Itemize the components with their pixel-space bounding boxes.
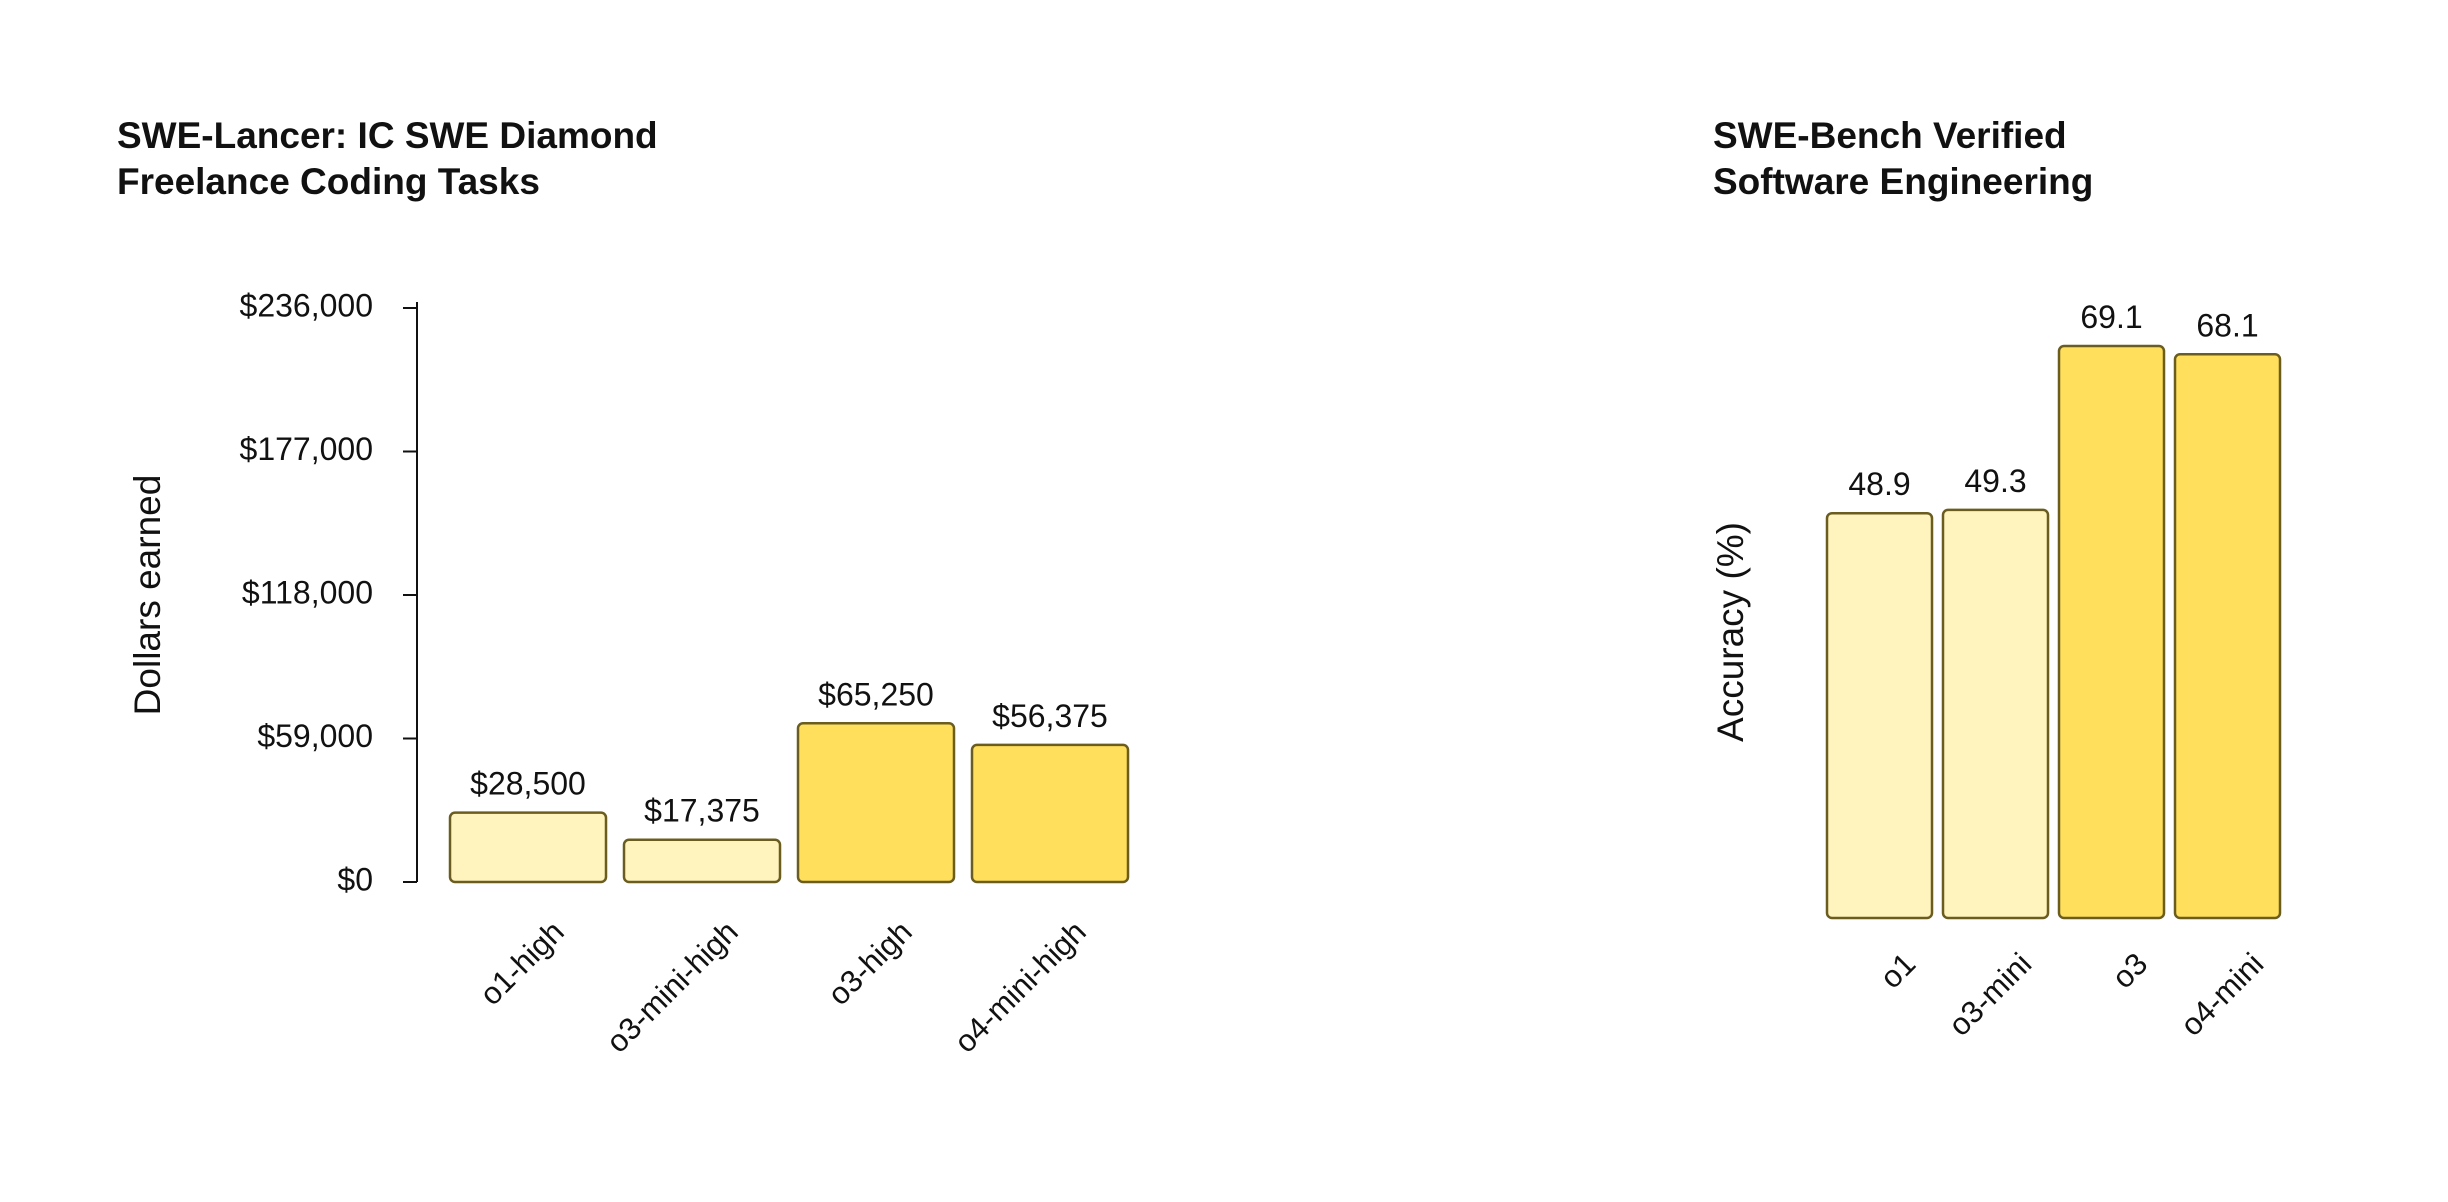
chart-1-bar [796,722,956,884]
chart-1-category-label: o4-mini-high [947,914,1092,1059]
chart-1-bar [448,811,608,884]
chart-1-y-tick-label: $236,000 [240,287,373,323]
chart-2-bar-value-label: 68.1 [2196,307,2258,343]
chart-2-bar-value-label: 49.3 [1964,463,2026,499]
chart-1-ylabel: Dollars earned [127,475,168,716]
chart-1-category-label: o1-high [473,914,571,1012]
chart-1-y-tick-label: $118,000 [242,574,373,610]
chart-1-bar-value-label: $65,250 [818,676,934,712]
chart-1-title-line-2: Freelance Coding Tasks [117,161,540,202]
chart-2-svg: Accuracy (%) 48.9 o1 49.3 o3-mini 69.1 o3 68.1… [1710,299,2282,1043]
chart-2-category-label: o1 [1873,946,1922,995]
chart-2-title-line-2: Software Engineering [1713,161,2094,202]
chart-2-bar [1941,508,2050,920]
chart-1-y-axis: $0 $59,000 $118,000 $177,000 $236,000 [240,287,418,897]
chart-1-bar-value-label: $56,375 [992,698,1108,734]
chart-1-y-tick-label: $0 [337,861,373,897]
chart-2-ylabel: Accuracy (%) [1710,522,1751,742]
chart-2-title-line-1: SWE-Bench Verified [1713,115,2067,156]
chart-2-bar [2173,353,2282,920]
chart-2-bar [1825,511,1934,920]
chart-1-bar [970,743,1130,884]
chart-2-bar-value-label: 69.1 [2080,299,2142,335]
chart-1-y-tick-label: $59,000 [257,718,373,754]
chart-2-category-label: o3 [2105,946,2154,995]
chart-2-category-label: o4-mini [2174,946,2271,1043]
chart-2-bar [2057,344,2166,920]
chart-1-bars: $28,500 o1-high $17,375 o3-mini-high $65,250… [448,676,1130,1059]
chart-1-title: SWE-Lancer: IC SWE Diamond Freelance Cod… [117,113,658,205]
chart-1-category-label: o3-mini-high [599,914,744,1059]
chart-2-bars: 48.9 o1 49.3 o3-mini 69.1 o3 68.1 o4-mini [1825,299,2282,1043]
chart-2-bar-value-label: 48.9 [1848,466,1910,502]
chart-1-y-tick-label: $177,000 [240,431,373,467]
chart-1-svg: Dollars earned $0 $59,000 $118,000 $177,000… [127,287,1130,1059]
chart-2-category-label: o3-mini [1942,946,2039,1043]
chart-1-bar-value-label: $28,500 [470,766,586,802]
chart-1-bar-value-label: $17,375 [644,793,760,829]
chart-1-category-label: o3-high [821,914,919,1012]
chart-1-title-line-1: SWE-Lancer: IC SWE Diamond [117,115,658,156]
chart-1-bar [622,838,782,884]
chart-2-title: SWE-Bench Verified Software Engineering [1713,113,2093,205]
